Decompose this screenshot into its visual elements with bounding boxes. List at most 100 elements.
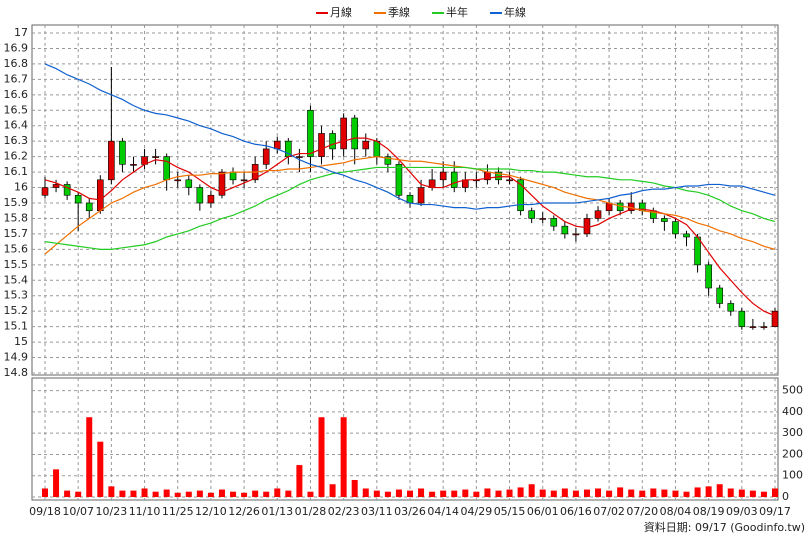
volume-bar [749, 490, 756, 497]
candle-body [439, 171, 447, 181]
candle-body [196, 187, 204, 204]
x-tick-label: 05/15 [494, 505, 526, 518]
candle-body [262, 148, 270, 165]
volume-bar [606, 490, 613, 497]
legend-label: 年線 [504, 5, 526, 19]
candle-body [329, 133, 336, 150]
volume-bar [440, 490, 447, 497]
y-tick-label: 15.8 [4, 211, 29, 224]
volume-bar [539, 489, 546, 497]
volume-bar [108, 486, 115, 497]
candle-body [163, 156, 170, 181]
volume-bar [561, 488, 568, 497]
x-tick-label: 04/14 [427, 505, 459, 518]
candle-body [583, 218, 591, 235]
ma-line [44, 137, 776, 317]
volume-bar [716, 484, 723, 497]
candle-body [727, 303, 735, 312]
volume-panel [31, 377, 779, 501]
candle-body [517, 179, 524, 212]
volume-bar [307, 491, 314, 497]
volume-bar [64, 490, 71, 497]
x-tick-label: 09/18 [29, 505, 61, 518]
y-tick-label: 15.5 [4, 258, 29, 271]
y-tick-label: 15.6 [4, 242, 29, 255]
candle-body [561, 225, 569, 235]
x-tick-label: 09/17 [759, 505, 791, 518]
volume-bar [738, 489, 745, 497]
volume-bar [97, 441, 104, 497]
candle-body [340, 117, 347, 150]
candle-body [683, 233, 690, 238]
x-tick-label: 03/11 [361, 505, 393, 518]
volume-bar [53, 469, 60, 497]
volume-bar [550, 490, 557, 497]
candle-body [738, 310, 746, 327]
candle-body [539, 218, 547, 220]
candle-body [384, 156, 392, 165]
candle-body [41, 187, 49, 196]
y2-tick-label: 100 [782, 469, 803, 482]
candle-body [417, 187, 425, 204]
candle-body [296, 156, 303, 158]
volume-bar [661, 489, 668, 497]
volume-bar [373, 490, 380, 497]
candle-body [705, 264, 712, 289]
y-tick-label: 16.2 [4, 150, 29, 163]
candle-body [694, 236, 701, 266]
ma-line [44, 63, 776, 210]
candle-body [97, 179, 104, 212]
volume-bar [473, 491, 480, 497]
x-tick-label: 10/07 [62, 505, 94, 518]
volume-bar [639, 490, 646, 497]
candle-body [395, 164, 403, 196]
candle-body [495, 171, 502, 181]
candle-body [760, 326, 768, 328]
volume-bar [760, 491, 767, 497]
volume-bar [241, 492, 248, 497]
volume-bar [484, 488, 491, 497]
y-tick-label: 15.7 [4, 227, 29, 240]
candle-body [594, 210, 602, 219]
x-tick-label: 07/20 [626, 505, 658, 518]
volume-bar [174, 492, 181, 497]
volume-bar [274, 488, 281, 497]
ma-line [44, 166, 776, 250]
candle-body [85, 202, 93, 212]
candle-body [771, 310, 779, 327]
volume-bar [230, 491, 237, 497]
volume-bar [384, 491, 391, 497]
candle-body [119, 140, 126, 165]
y-tick-label: 15.1 [4, 320, 29, 333]
x-tick-label: 07/02 [593, 505, 625, 518]
volume-bar [196, 490, 203, 497]
candle-body [506, 179, 513, 182]
x-tick-label: 03/26 [394, 505, 426, 518]
candle-body [661, 218, 668, 222]
price-panel [31, 24, 779, 376]
candle-body [152, 156, 159, 158]
volume-bar [130, 490, 137, 497]
y-tick-label: 15.9 [4, 196, 29, 209]
volume-bar [207, 492, 214, 497]
x-tick-label: 01/13 [261, 505, 293, 518]
candle-body [207, 194, 215, 204]
volume-bar [528, 484, 535, 497]
x-tick-label: 11/10 [129, 505, 161, 518]
x-tick-label: 02/23 [328, 505, 360, 518]
y2-tick-label: 300 [782, 426, 803, 439]
y-tick-label: 16.7 [4, 72, 29, 85]
candle-body [716, 287, 723, 304]
volume-bar [362, 488, 369, 497]
volume-bar [451, 490, 458, 497]
candle-body [351, 117, 358, 150]
candle-body [307, 109, 314, 157]
volume-bar [252, 490, 259, 497]
volume-bar [727, 488, 734, 497]
volume-bar [462, 489, 469, 497]
volume-bar [86, 417, 93, 497]
legend-label: 月線 [330, 5, 352, 19]
volume-bar [595, 488, 602, 497]
y-tick-label: 16.9 [4, 41, 29, 54]
candle-body [318, 133, 325, 157]
